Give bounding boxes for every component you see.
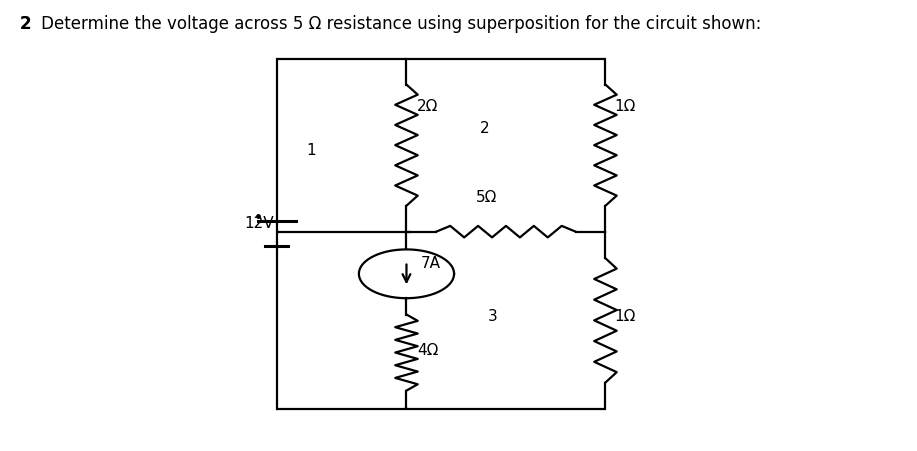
Text: 12V: 12V <box>245 216 274 231</box>
Text: 5Ω: 5Ω <box>476 189 497 204</box>
Text: 2: 2 <box>20 15 31 33</box>
Text: 2Ω: 2Ω <box>417 98 438 114</box>
Text: 2  Determine the voltage across 5 Ω resistance using superposition for the circu: 2 Determine the voltage across 5 Ω resis… <box>20 15 761 33</box>
Text: 4Ω: 4Ω <box>417 342 438 357</box>
Text: 1Ω: 1Ω <box>614 98 635 114</box>
Text: 3: 3 <box>488 309 498 324</box>
Text: 7A: 7A <box>421 256 441 271</box>
Text: 2: 2 <box>480 120 489 136</box>
Text: 1: 1 <box>306 143 316 158</box>
Text: 1Ω: 1Ω <box>614 309 635 324</box>
